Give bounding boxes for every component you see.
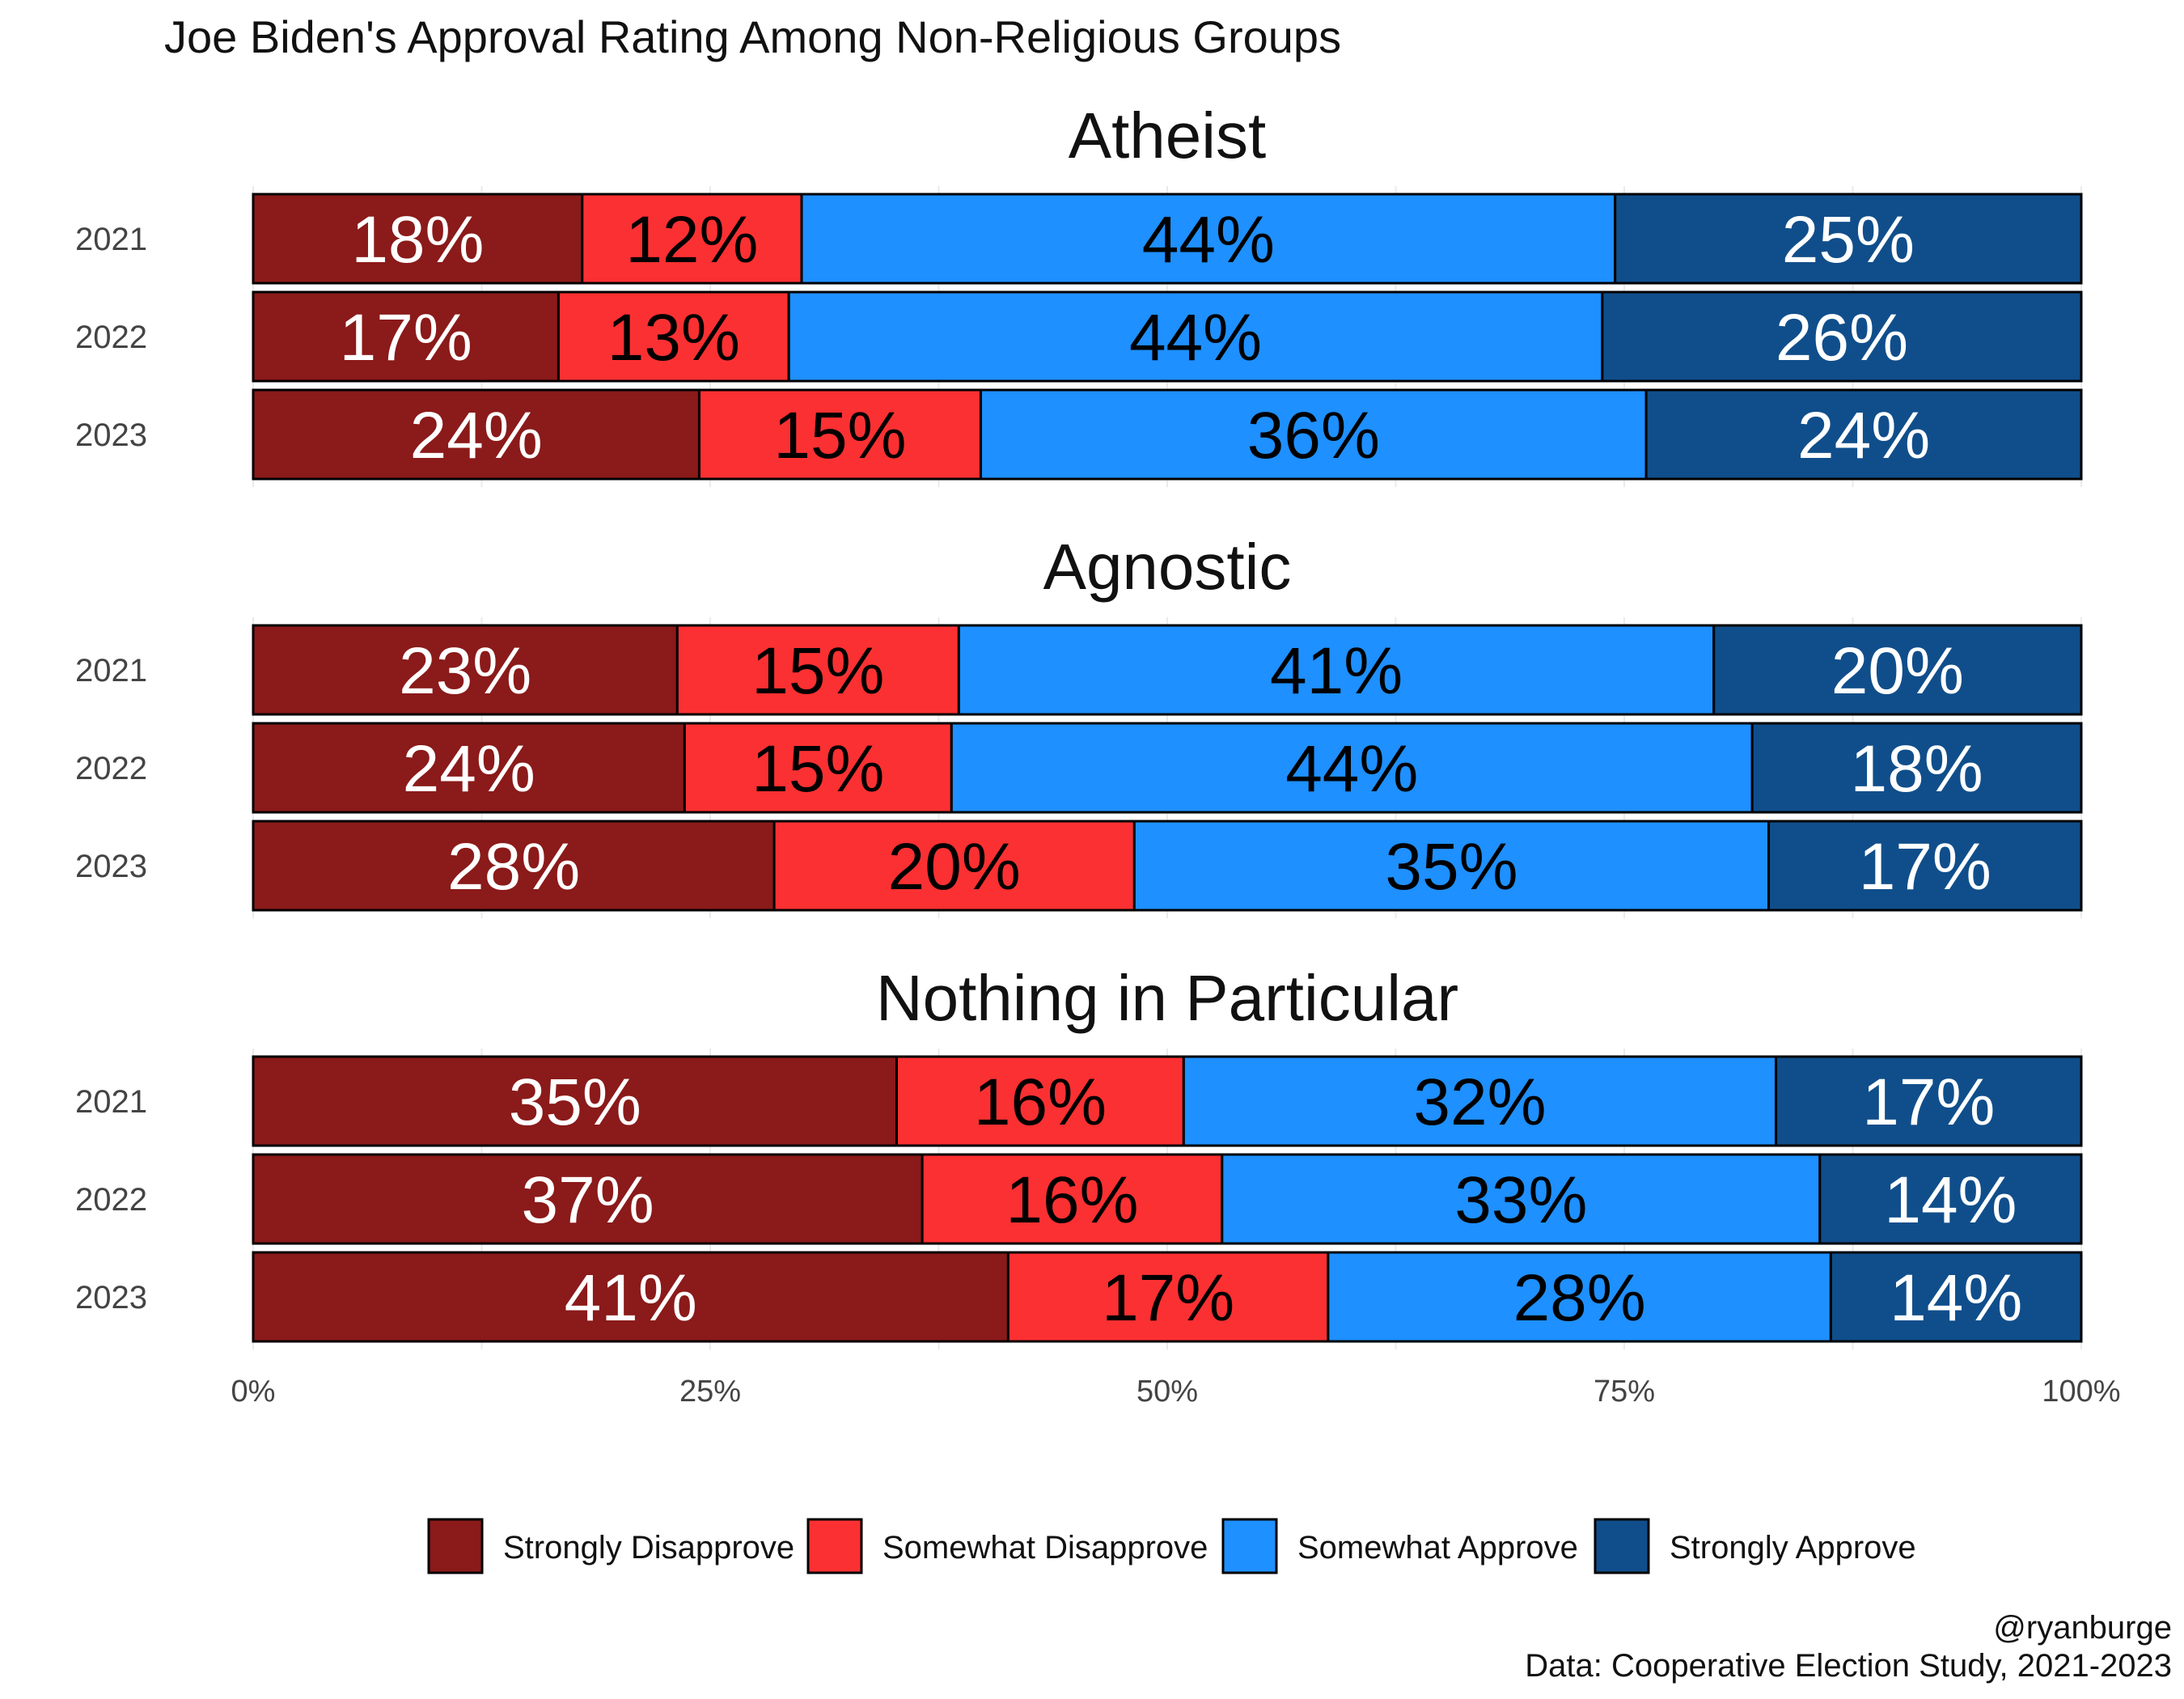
data-label: 41% xyxy=(565,1261,697,1335)
x-tick-label: 75% xyxy=(1594,1375,1655,1409)
bar-segment xyxy=(252,388,700,481)
bar-segment xyxy=(800,193,1617,285)
data-label: 18% xyxy=(351,203,484,277)
data-label: 28% xyxy=(1513,1261,1646,1335)
legend: Strongly Disapprove Somewhat Disapprove So… xyxy=(427,1518,1916,1574)
facet-agnostic: Agnostic 2021 23% 15% 41% 20% 2022 24% 15% 44% 18%… xyxy=(75,531,2083,918)
y-tick-label: 2021 xyxy=(75,222,147,257)
legend-label: Strongly Disapprove xyxy=(503,1530,794,1566)
bar-segment xyxy=(1182,1055,1778,1147)
data-label: 20% xyxy=(1831,634,1964,708)
bar-segment xyxy=(1132,820,1771,912)
data-label: 17% xyxy=(340,301,472,375)
bar-segment xyxy=(1818,1153,2083,1245)
bar-segment xyxy=(1712,624,2083,716)
data-label: 14% xyxy=(1884,1163,2017,1237)
data-label: 35% xyxy=(1385,830,1517,904)
facet-title: Nothing in Particular xyxy=(876,962,1458,1034)
bar-segment xyxy=(921,1153,1224,1245)
bar-segment xyxy=(252,1153,924,1245)
x-tick-label: 50% xyxy=(1136,1375,1198,1409)
bar-segment xyxy=(1614,193,2083,285)
bar-segment xyxy=(787,290,1604,383)
data-label: 28% xyxy=(447,830,580,904)
data-label: 15% xyxy=(751,634,884,708)
data-label: 17% xyxy=(1102,1261,1234,1335)
y-tick-label: 2023 xyxy=(75,849,147,884)
y-tick-label: 2022 xyxy=(75,1182,147,1218)
caption-source: Data: Cooperative Election Study, 2021-2… xyxy=(1525,1648,2172,1684)
caption-handle: @ryanburge xyxy=(1993,1610,2172,1646)
legend-swatch xyxy=(806,1518,863,1574)
bar-segment xyxy=(1775,1055,2083,1147)
bar-segment xyxy=(1750,722,2083,814)
bar-segment xyxy=(252,1055,899,1147)
bar-segment xyxy=(683,722,953,814)
bar-segment xyxy=(1644,388,2083,481)
facet-title: Atheist xyxy=(1069,100,1267,172)
y-tick-label: 2022 xyxy=(75,751,147,786)
data-label: 36% xyxy=(1247,399,1380,472)
data-label: 32% xyxy=(1413,1066,1546,1139)
y-tick-label: 2022 xyxy=(75,320,147,355)
x-tick-label: 100% xyxy=(2042,1375,2120,1409)
bar-segment xyxy=(252,1251,1009,1343)
bar-segment xyxy=(957,624,1716,716)
data-label: 37% xyxy=(522,1163,654,1237)
bar-segment xyxy=(1767,820,2083,912)
legend-swatch xyxy=(1594,1518,1650,1574)
data-label: 17% xyxy=(1859,830,1991,904)
data-label: 24% xyxy=(1797,399,1930,472)
data-label: 44% xyxy=(1142,203,1275,277)
data-label: 13% xyxy=(607,301,740,375)
data-label: 35% xyxy=(509,1066,641,1139)
y-tick-label: 2023 xyxy=(75,1280,147,1316)
data-label: 33% xyxy=(1454,1163,1587,1237)
y-tick-label: 2021 xyxy=(75,1084,147,1120)
legend-label: Somewhat Disapprove xyxy=(882,1530,1208,1566)
facet-atheist: Atheist 2021 18% 12% 44% 25% 2022 17% 13% 44% 26% 2… xyxy=(75,100,2083,487)
data-label: 12% xyxy=(625,203,758,277)
y-tick-label: 2023 xyxy=(75,417,147,453)
chart-title: Joe Biden's Approval Rating Among Non-Re… xyxy=(164,11,1341,62)
data-label: 26% xyxy=(1776,301,1908,375)
data-label: 15% xyxy=(751,732,884,806)
bar-segment xyxy=(979,388,1648,481)
legend-swatch xyxy=(427,1518,484,1574)
bar-segment xyxy=(1829,1251,2083,1343)
bar-segment xyxy=(1221,1153,1822,1245)
data-label: 16% xyxy=(1005,1163,1138,1237)
data-label: 41% xyxy=(1270,634,1403,708)
data-label: 44% xyxy=(1285,732,1418,806)
legend-swatch xyxy=(1221,1518,1278,1574)
x-axis: 0% 25% 50% 75% 100% xyxy=(231,1375,2121,1409)
bar-segment xyxy=(252,290,560,383)
data-label: 25% xyxy=(1782,203,1915,277)
data-label: 16% xyxy=(974,1066,1107,1139)
data-label: 18% xyxy=(1851,732,1983,806)
bar-segment xyxy=(1601,290,2083,383)
legend-label: Strongly Approve xyxy=(1670,1530,1916,1566)
bar-segment xyxy=(557,290,790,383)
facets: Atheist 2021 18% 12% 44% 25% 2022 17% 13% 44% 26% 2… xyxy=(75,100,2083,1349)
x-tick-label: 25% xyxy=(679,1375,741,1409)
data-label: 23% xyxy=(399,634,531,708)
data-label: 44% xyxy=(1129,301,1262,375)
data-label: 24% xyxy=(403,732,535,806)
y-tick-label: 2021 xyxy=(75,653,147,688)
data-label: 14% xyxy=(1890,1261,2022,1335)
data-label: 15% xyxy=(773,399,906,472)
legend-label: Somewhat Approve xyxy=(1297,1530,1578,1566)
x-tick-label: 0% xyxy=(231,1375,276,1409)
bar-segment xyxy=(252,722,686,814)
data-label: 17% xyxy=(1862,1066,1995,1139)
facet-title: Agnostic xyxy=(1043,531,1292,603)
data-label: 20% xyxy=(888,830,1021,904)
facet-nothing-in-particular: Nothing in Particular 2021 35% 16% 32% 17% 202… xyxy=(75,962,2083,1349)
data-label: 24% xyxy=(410,399,543,472)
bar-segment xyxy=(252,624,679,716)
